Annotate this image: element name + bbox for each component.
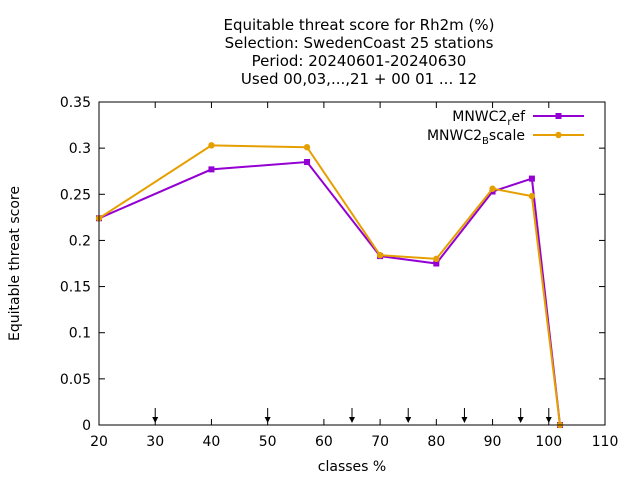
y-tick-label: 0 — [82, 418, 91, 434]
legend-label-main: MNWC2 — [452, 109, 507, 125]
legend-label-sub: B — [482, 136, 489, 147]
threshold-arrow — [349, 408, 355, 423]
data-point — [304, 158, 311, 165]
arrow-head — [517, 417, 524, 423]
legend-label-main: MNWC2 — [427, 128, 482, 144]
legend-label: MNWC2ref — [452, 109, 526, 128]
legend-swatch-marker — [555, 113, 562, 119]
x-tick-label: 70 — [371, 434, 389, 450]
y-tick-label: 0.3 — [69, 141, 91, 157]
series-line — [98, 160, 561, 426]
x-tick-label: 50 — [259, 434, 277, 450]
y-axis-ticks: 0 0.05 0.1 0.15 0.2 0.25 0.3 0.35 — [60, 95, 605, 434]
arrow-head — [545, 417, 552, 423]
threshold-arrow — [152, 408, 159, 423]
y-tick-label: 0.1 — [69, 326, 91, 342]
arrow-head — [264, 417, 271, 423]
data-point — [303, 144, 311, 151]
y-tick-label: 0.05 — [60, 372, 91, 388]
y-tick-label: 0.2 — [69, 233, 91, 249]
threshold-arrow — [517, 408, 524, 423]
series-mnwc2-bscale — [95, 142, 564, 429]
x-tick-label: 30 — [146, 434, 164, 450]
x-tick-label: 80 — [427, 434, 445, 450]
legend-label-sub: r — [507, 117, 512, 128]
data-point — [433, 255, 440, 263]
series-line — [98, 144, 561, 426]
x-tick-label: 110 — [592, 434, 619, 450]
title-line: Used 00,03,...,21 + 00 01 ... 12 — [241, 70, 477, 88]
data-point — [433, 260, 440, 267]
legend-swatch-marker — [555, 131, 562, 139]
y-axis-label: Equitable threat score — [7, 186, 23, 341]
x-tick-label: 90 — [484, 434, 502, 450]
legend-label: MNWC2Bscale — [427, 128, 525, 147]
threshold-arrow — [545, 408, 552, 423]
x-tick-label: 40 — [203, 434, 221, 450]
legend-entry: MNWC2Bscale — [427, 128, 584, 147]
legend-label-tail: ef — [511, 109, 526, 125]
arrow-head — [349, 417, 355, 423]
arrow-head — [405, 417, 412, 423]
series-mnwc2-ref — [96, 158, 564, 428]
threshold-arrow — [264, 408, 271, 423]
data-point — [528, 192, 536, 200]
title-line: Equitable threat score for Rh2m (%) — [223, 16, 494, 34]
y-tick-label: 0.35 — [60, 95, 91, 111]
data-point — [208, 166, 215, 173]
threshold-arrows — [152, 408, 552, 423]
plot-frame — [98, 101, 606, 426]
y-tick-label: 0.25 — [60, 187, 91, 203]
legend-entry: MNWC2ref — [452, 109, 584, 128]
arrow-head — [461, 417, 468, 423]
data-point — [376, 251, 384, 259]
y-tick-label: 0.15 — [60, 280, 91, 296]
x-tick-label: 60 — [315, 434, 333, 450]
threshold-arrow — [461, 408, 468, 423]
data-point — [208, 142, 215, 149]
x-axis-label: classes % — [318, 459, 386, 475]
x-tick-label: 100 — [535, 434, 562, 450]
title-line: Period: 20240601-20240630 — [252, 52, 467, 70]
data-point — [489, 185, 496, 192]
legend-label-tail: scale — [489, 128, 525, 144]
x-tick-label: 20 — [90, 434, 108, 450]
title-line: Selection: SwedenCoast 25 stations — [225, 34, 494, 52]
arrow-head — [152, 417, 159, 423]
chart-title: Equitable threat score for Rh2m (%)Selec… — [223, 16, 494, 88]
data-point — [528, 175, 535, 182]
x-axis-ticks: 20 30 40 50 60 70 80 90 100 110 — [90, 102, 618, 450]
series-group — [95, 142, 564, 429]
threshold-arrow — [405, 408, 412, 423]
